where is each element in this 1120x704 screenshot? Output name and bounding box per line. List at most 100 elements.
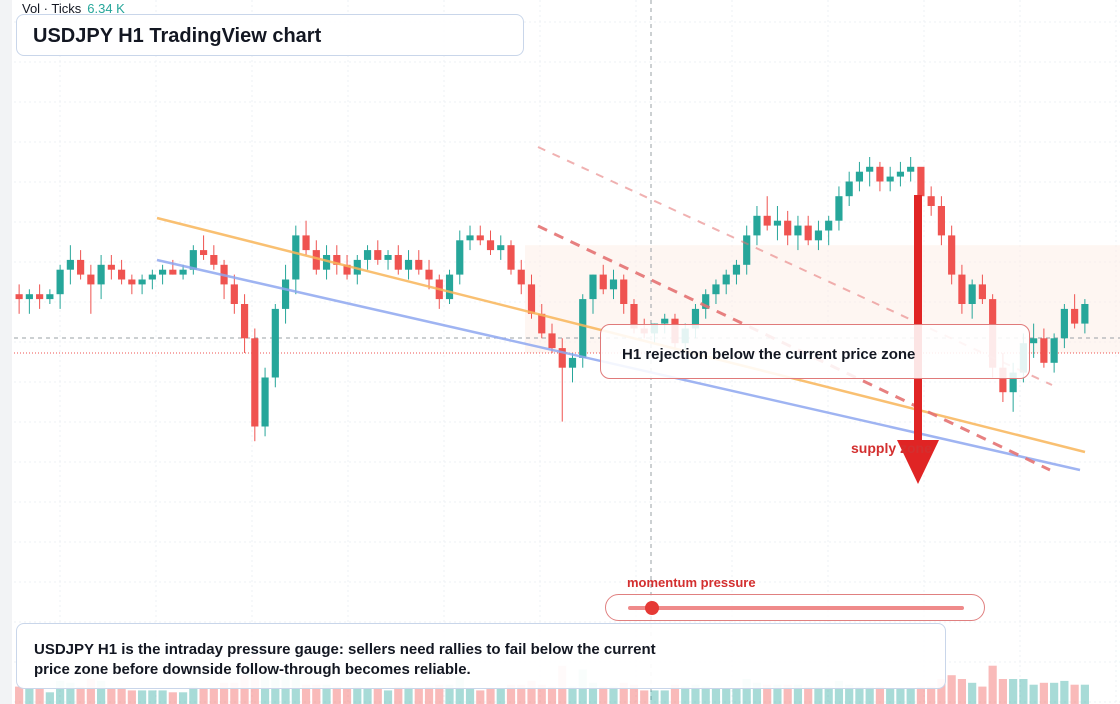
volume-bar — [650, 690, 659, 704]
volume-bar — [353, 686, 362, 704]
volume-bar — [45, 692, 54, 704]
volume-bar — [568, 686, 577, 704]
candle-body — [128, 279, 136, 285]
candle-body — [87, 274, 95, 285]
bearish-arrow-head — [897, 440, 939, 484]
candle-body — [1030, 338, 1038, 344]
volume-bar — [814, 686, 823, 704]
volume-bar — [1009, 679, 1018, 704]
volume-bar — [476, 690, 485, 704]
volume-bar — [404, 686, 413, 704]
volume-bar — [711, 688, 721, 704]
candle-body — [763, 215, 771, 226]
candle-body — [138, 279, 146, 285]
volume-bar — [681, 686, 690, 704]
volume-bar — [691, 684, 700, 704]
candle-body — [25, 294, 33, 300]
volume-bar — [1050, 682, 1059, 704]
volume-legend-value: 6.34 K — [87, 1, 125, 16]
candle-body — [322, 255, 331, 270]
volume-bar — [137, 690, 147, 704]
candle-body — [804, 225, 812, 241]
candle-body — [199, 250, 208, 255]
volume-bar — [363, 688, 372, 704]
volume-bar — [1039, 682, 1048, 704]
candle-body — [333, 255, 341, 265]
volume-bar — [97, 680, 106, 704]
volume-bar — [845, 684, 854, 704]
volume-legend-label: Vol · Ticks — [22, 1, 82, 16]
volume-bar — [506, 684, 516, 704]
candle-body — [937, 206, 945, 236]
candle-body — [1060, 308, 1068, 339]
volume-bar — [588, 682, 598, 704]
candle-body — [292, 235, 300, 280]
volume-bar — [998, 679, 1007, 704]
volume-bar — [465, 688, 475, 704]
candle-body — [1040, 338, 1048, 363]
candle-body — [456, 240, 464, 275]
candle-body — [189, 250, 197, 270]
volume-bar — [158, 690, 167, 704]
candle-body — [1050, 338, 1058, 363]
volume-bar — [86, 679, 95, 704]
candle-body — [722, 274, 730, 285]
volume-bar — [701, 686, 710, 704]
candle-body — [661, 318, 669, 324]
candle-body — [876, 166, 884, 182]
volume-bar — [670, 684, 680, 704]
volume-legend: Vol · Ticks 6.34 K — [22, 1, 125, 16]
candle-body — [56, 269, 64, 295]
candle-body — [466, 235, 474, 241]
volume-bar — [1019, 679, 1028, 704]
candle-body — [558, 348, 566, 368]
candle-body — [1009, 372, 1017, 393]
candle-body — [384, 255, 392, 260]
candle-body — [999, 367, 1007, 393]
candle-body — [538, 313, 546, 334]
volume-bar — [783, 684, 792, 704]
note-card: USDJPY H1 is the intraday pressure gauge… — [16, 623, 946, 689]
candle-body — [548, 333, 556, 349]
volume-bar — [988, 665, 997, 704]
volume-bar — [240, 675, 249, 704]
candle-body — [1071, 308, 1079, 324]
candle-body — [363, 250, 372, 260]
volume-bar — [599, 686, 608, 704]
volume-bar — [793, 684, 803, 704]
volume-bar — [722, 688, 731, 704]
candle-body — [148, 274, 156, 280]
volume-bar — [1080, 684, 1089, 704]
volume-bar — [281, 675, 290, 704]
volume-bar — [875, 686, 885, 704]
volume-bar — [752, 682, 762, 704]
candle-body — [886, 176, 894, 182]
volume-bar — [629, 684, 639, 704]
candle-body — [599, 274, 607, 290]
candle-body — [896, 171, 905, 177]
volume-bar — [486, 688, 495, 704]
candle-body — [845, 181, 853, 197]
volume-bar — [742, 679, 751, 704]
candle-body — [927, 196, 935, 206]
volume-bar — [127, 690, 136, 704]
volume-bar — [424, 686, 434, 704]
volume-bar — [76, 686, 85, 704]
candle-body — [77, 259, 85, 275]
volume-bar — [763, 684, 772, 704]
momentum-gauge-knob — [644, 601, 659, 615]
volume-bar — [609, 686, 618, 704]
candle-body — [978, 284, 986, 300]
candle-body — [404, 259, 413, 270]
volume-bar — [66, 682, 75, 704]
volume-bar — [947, 675, 956, 704]
volume-bar — [435, 684, 444, 704]
candle-body — [107, 264, 115, 270]
candle-body — [159, 269, 167, 275]
candle-body — [609, 279, 618, 290]
volume-bar — [342, 688, 352, 704]
candle-body — [394, 255, 402, 270]
candle-body — [958, 274, 966, 304]
candle-body — [497, 245, 505, 251]
